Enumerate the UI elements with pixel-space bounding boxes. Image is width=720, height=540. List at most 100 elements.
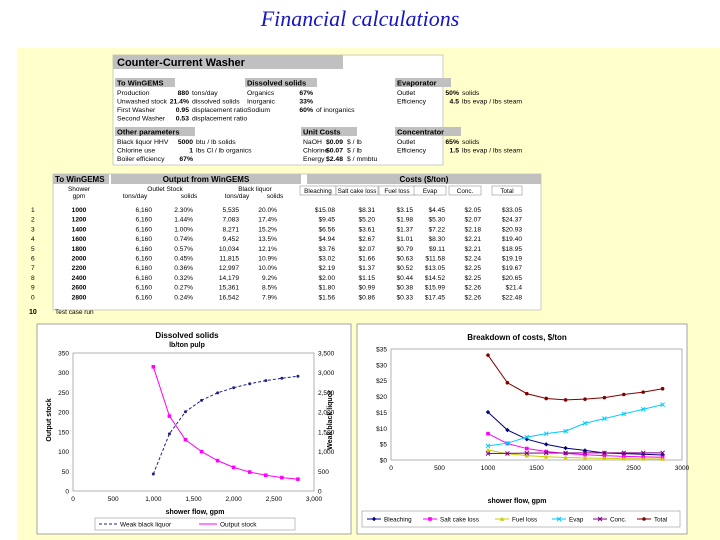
- table-cell: 9,452: [222, 236, 239, 243]
- table-cell: $2.05: [464, 207, 481, 214]
- chart1-point: [200, 398, 204, 402]
- chart2-plot-area: [390, 348, 683, 461]
- chart1-series-line: [152, 375, 298, 475]
- evap-value: 4.5: [450, 99, 460, 106]
- chart2-point: [602, 456, 607, 461]
- chart1-point: [296, 374, 300, 378]
- table-cell: 10,034: [219, 246, 240, 253]
- table-cell: $0.33: [396, 294, 413, 301]
- evap-unit: solids: [462, 90, 480, 97]
- table-cell: $3.76: [318, 246, 335, 253]
- table-cell: 2600: [72, 285, 87, 292]
- chart2-y-tick: $5: [380, 442, 388, 449]
- cost-col-header: Conc.: [457, 188, 474, 195]
- cost-col-header: Salt cake loss: [338, 188, 377, 195]
- chart2-series-line: [487, 404, 663, 447]
- table-cell: 12,997: [219, 265, 240, 272]
- table-cell: $20.93: [502, 226, 523, 233]
- chart1-point: [280, 475, 284, 480]
- table-to-wingems-bg: [53, 174, 109, 184]
- param-label: Chlorine use: [117, 148, 155, 155]
- chart1-y-tick: 300: [58, 370, 69, 377]
- table-cell: $8.30: [428, 236, 445, 243]
- chart1-y2-tick: 1,000: [318, 449, 335, 456]
- row-number: 0: [31, 294, 35, 301]
- chart1-point: [296, 477, 300, 481]
- input-panel: [112, 54, 444, 166]
- chart1-point: [151, 472, 155, 476]
- conc-label: Efficiency: [397, 148, 427, 155]
- table-cell: $1.56: [318, 294, 335, 301]
- input-unit: dissolved solids: [192, 99, 240, 106]
- chart1-y2-tick: 1,500: [318, 429, 335, 436]
- chart1-point: [151, 365, 156, 369]
- table-cell: 2.30%: [174, 207, 193, 214]
- chart2-point: [660, 456, 665, 461]
- chart1-point: [167, 414, 172, 418]
- chart2-point: [524, 453, 529, 458]
- table-cell: 7.9%: [262, 294, 277, 301]
- chart2-point: [544, 449, 548, 454]
- table-cell: 6,160: [135, 285, 152, 292]
- chart1-x-tick: 2,000: [226, 496, 243, 503]
- table-cell: $24.37: [502, 217, 523, 224]
- chart2-legend-marker: [642, 517, 646, 521]
- cost-value: $0.09: [326, 139, 343, 146]
- dissolved-solids-rows: Organics 67% Inorganic 33% Sodium 60% of inorg…: [247, 90, 355, 114]
- table-costs-header: Costs ($/ton): [400, 175, 449, 184]
- unit-costs-header: Unit Costs: [303, 128, 341, 137]
- table-cell: 6,160: [135, 294, 152, 301]
- input-value: 21.4%: [170, 99, 189, 106]
- chart2-point: [640, 406, 646, 412]
- table-cell: $2.24: [464, 256, 481, 263]
- last-row-label: Test case run: [55, 309, 94, 316]
- cost-label: Energy: [303, 156, 325, 163]
- chart2-legend-box: [361, 510, 681, 528]
- evap-value: 50%: [445, 90, 459, 97]
- table-cell: $1.15: [358, 275, 375, 282]
- table-cell: $2.07: [464, 217, 481, 224]
- chart1-y-tick: 350: [58, 351, 69, 358]
- cost-col-header-cell: [491, 185, 523, 196]
- input-unit: displacement ratio: [192, 116, 247, 123]
- sub-header: solids: [267, 193, 284, 200]
- chart2-point: [622, 392, 626, 397]
- param-value: 67%: [179, 156, 193, 163]
- table-cell: $2.25: [464, 275, 481, 282]
- param-value: 1: [189, 148, 193, 155]
- chart2-series-line: [487, 433, 663, 458]
- chart2-point: [485, 443, 491, 449]
- table-cell: $33.05: [502, 207, 523, 214]
- chart2-point: [486, 353, 490, 357]
- chart2-point: [660, 450, 665, 456]
- table-cell: 7,083: [222, 217, 239, 224]
- chart2-legend-marker: [428, 517, 432, 521]
- chart2-point: [641, 452, 646, 457]
- cost-value: $2.48: [326, 156, 343, 163]
- table-cell: 17.4%: [258, 217, 277, 224]
- table-cell: $19.19: [502, 256, 523, 263]
- to-wingems-rows: Production 880 tons/day Unwashed stock 21.4%…: [117, 90, 247, 123]
- table-cell: 2800: [72, 294, 87, 301]
- cost-value: $0.07: [326, 148, 343, 155]
- table-cell: 8,271: [222, 226, 239, 233]
- chart2-point: [543, 450, 549, 456]
- chart2-point: [543, 431, 549, 437]
- row-number: 7: [31, 265, 35, 272]
- chart2-point: [485, 447, 491, 452]
- dissolved-solids-header: Dissolved solids: [247, 79, 306, 88]
- chart2-point: [525, 446, 529, 451]
- table-cell: $4.94: [318, 236, 335, 243]
- chart2-y-tick: $25: [376, 378, 387, 385]
- chart1-point: [199, 449, 204, 454]
- chart2-legend: Bleaching Salt cake loss Fuel loss Evap Conc…: [367, 517, 667, 524]
- dissolved-solids-header-bg: [245, 78, 317, 87]
- chart2-point: [563, 445, 568, 451]
- solids-value: 33%: [299, 99, 313, 106]
- table-cell: $8.31: [358, 207, 375, 214]
- table-cell: 6,160: [135, 256, 152, 263]
- table-cell: $2.25: [464, 265, 481, 272]
- spreadsheet-view: Counter-Current Washer To WinGEMS Dissol…: [29, 54, 690, 535]
- input-label: Second Washer: [117, 116, 166, 123]
- chart2-x-tick: 500: [434, 465, 445, 472]
